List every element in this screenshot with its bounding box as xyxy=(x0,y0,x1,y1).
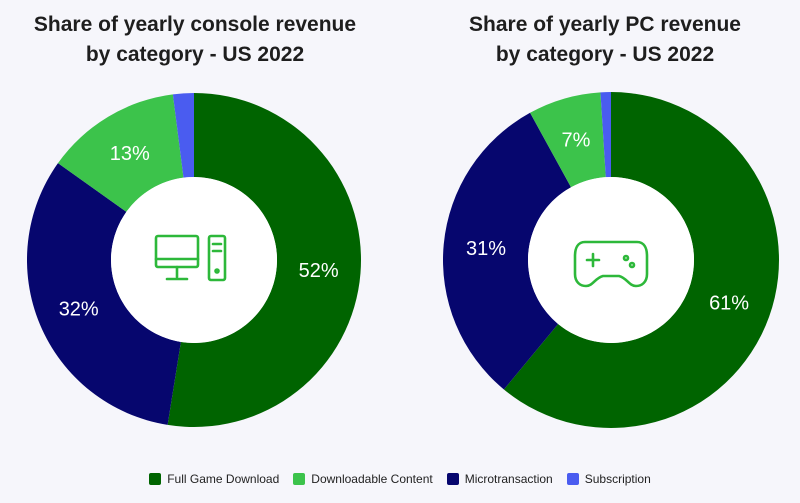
slice-downloadable-content xyxy=(530,92,606,188)
data-label-downloadable-content: 13% xyxy=(110,143,150,165)
legend-swatch xyxy=(149,473,162,485)
desktop-computer-icon xyxy=(154,234,227,282)
legend-item-subscription: Subscription xyxy=(566,472,651,486)
slice-subscription xyxy=(172,93,194,178)
chart-title: Share of yearly PC revenue by category -… xyxy=(410,10,800,70)
slice-microtransaction xyxy=(443,112,572,390)
legend-item-full-game-download: Full Game Download xyxy=(149,472,279,486)
console-revenue-chart: Share of yearly console revenue by categ… xyxy=(0,0,400,460)
legend-label: Downloadable Content xyxy=(311,472,433,486)
slice-full-game-download xyxy=(167,93,361,427)
legend-label: Microtransaction xyxy=(464,472,553,486)
data-label-microtransaction: 32% xyxy=(59,298,99,320)
donut-hole xyxy=(528,177,694,343)
legend: Full Game Download Downloadable Content … xyxy=(0,472,800,486)
legend-swatch xyxy=(566,473,579,485)
legend-swatch xyxy=(446,473,459,485)
chart-title-line-1: Share of yearly console revenue xyxy=(33,13,357,36)
slice-downloadable-content xyxy=(57,94,184,212)
slice-subscription xyxy=(600,92,611,178)
chart-title-line-1: Share of yearly PC revenue xyxy=(469,13,741,36)
gamepad-icon xyxy=(573,240,649,288)
legend-item-microtransaction: Microtransaction xyxy=(446,472,553,486)
data-label-full-game-download: 61% xyxy=(709,293,749,315)
legend-swatch xyxy=(293,473,306,485)
data-label-full-game-download: 52% xyxy=(299,260,339,282)
pc-revenue-chart: Share of yearly PC revenue by category -… xyxy=(400,0,800,460)
legend-item-downloadable-content: Downloadable Content xyxy=(293,472,433,486)
chart-title-line-2: by category - US 2022 xyxy=(85,43,305,66)
slice-full-game-download xyxy=(503,92,779,428)
chart-title: Share of yearly console revenue by categ… xyxy=(0,10,390,70)
legend-label: Full Game Download xyxy=(167,472,280,486)
console-donut-chart: 52% 32% 13% xyxy=(26,93,361,427)
data-label-microtransaction: 31% xyxy=(466,238,506,260)
pc-donut-chart: 61% 31% 7% xyxy=(443,92,779,428)
legend-label: Subscription xyxy=(584,472,651,486)
slice-microtransaction xyxy=(26,163,181,425)
data-label-downloadable-content: 7% xyxy=(562,129,591,151)
chart-title-line-2: by category - US 2022 xyxy=(495,43,715,66)
